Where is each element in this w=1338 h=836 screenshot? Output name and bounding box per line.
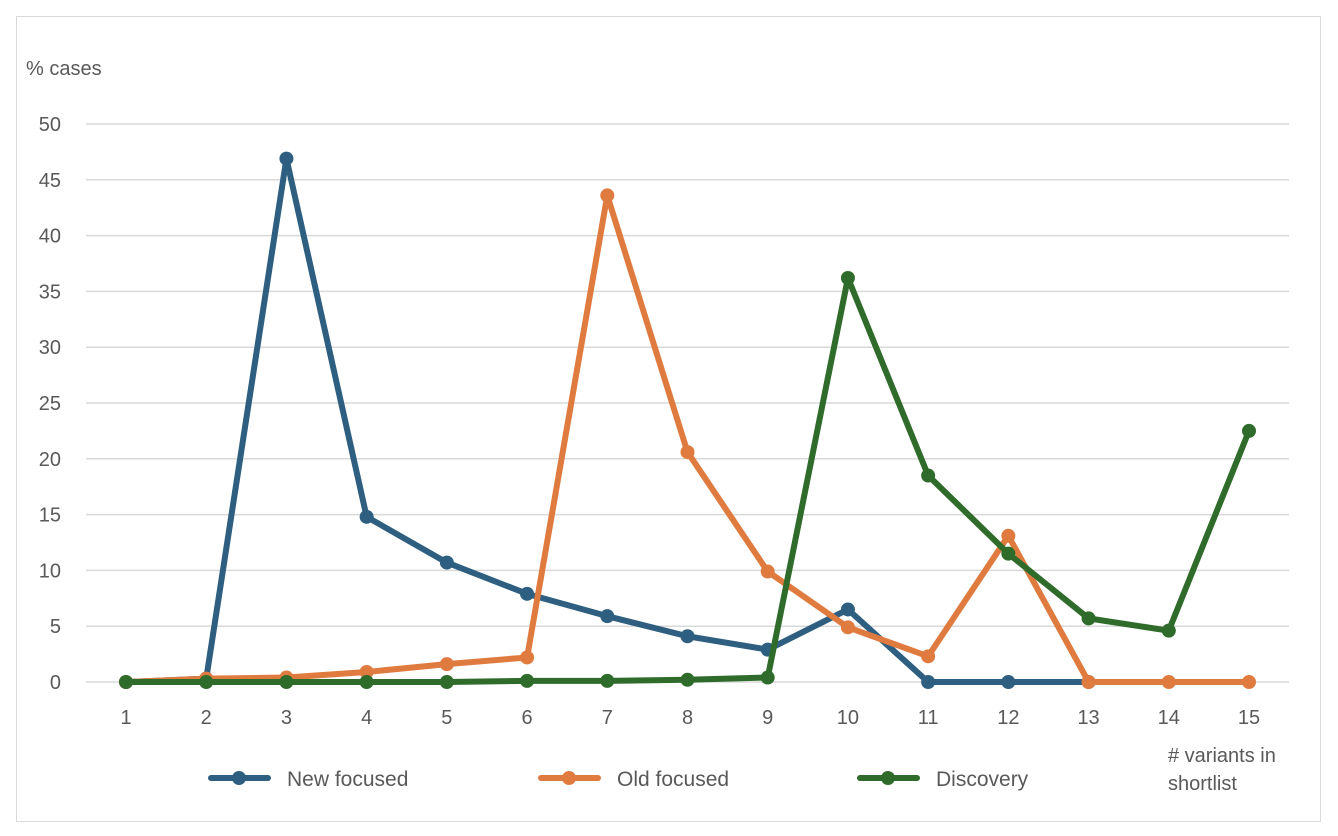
- data-point: [1161, 675, 1176, 689]
- x-tick-label: 12: [997, 707, 1019, 729]
- data-point: [1001, 528, 1016, 543]
- legend-item: Discovery: [857, 768, 1029, 791]
- x-tick-label: 7: [602, 707, 613, 729]
- x-tick-label: 8: [682, 707, 693, 729]
- legend-marker-icon: [562, 771, 576, 785]
- x-tick-label: 9: [762, 707, 773, 729]
- data-point: [921, 675, 936, 689]
- y-tick-label: 10: [39, 560, 61, 582]
- data-point: [119, 675, 133, 689]
- data-point: [520, 586, 535, 601]
- data-point: [921, 468, 936, 483]
- chart-frame: [16, 16, 1321, 822]
- legend-label: Old focused: [617, 768, 729, 791]
- x-tick-label: 11: [918, 707, 939, 729]
- x-axis-label-line2: shortlist: [1168, 773, 1237, 795]
- data-point: [840, 620, 855, 635]
- data-point: [439, 555, 454, 570]
- data-point: [1081, 675, 1096, 689]
- y-axis-label: % cases: [26, 58, 102, 80]
- legend-marker-icon: [232, 771, 246, 785]
- x-tick-label: 4: [361, 707, 372, 729]
- data-point: [439, 675, 454, 689]
- data-point: [680, 629, 695, 644]
- y-tick-label: 25: [39, 393, 61, 415]
- legend-item: New focused: [208, 768, 408, 791]
- y-tick-label: 50: [39, 114, 61, 136]
- x-tick-label: 2: [201, 707, 212, 729]
- x-tick-label: 14: [1158, 707, 1180, 729]
- y-tick-label: 20: [39, 449, 61, 471]
- data-point: [680, 672, 695, 687]
- data-point: [520, 650, 535, 665]
- series-line: [126, 275, 1252, 685]
- data-point: [359, 664, 374, 679]
- data-point: [840, 271, 855, 286]
- data-point: [1001, 546, 1016, 561]
- x-tick-label: 15: [1238, 707, 1260, 729]
- series-discovery: [119, 271, 1256, 689]
- series-new-focused: [119, 151, 1096, 689]
- data-point: [600, 609, 615, 624]
- x-tick-label: 1: [120, 707, 131, 729]
- y-tick-label: 5: [50, 616, 61, 638]
- x-tick-label: 5: [441, 707, 452, 729]
- data-point: [359, 509, 374, 524]
- legend-label: New focused: [287, 768, 408, 791]
- x-tick-label: 13: [1077, 707, 1099, 729]
- data-point: [1001, 675, 1016, 689]
- legend-marker-icon: [881, 771, 895, 785]
- data-point: [760, 670, 775, 685]
- data-point: [520, 673, 535, 688]
- x-tick-label: 10: [837, 707, 859, 729]
- series-line: [125, 155, 1089, 685]
- x-tick-label: 3: [281, 707, 292, 729]
- data-point: [600, 188, 615, 203]
- data-point: [1081, 611, 1096, 626]
- data-point: [279, 675, 294, 689]
- y-tick-label: 0: [50, 672, 61, 694]
- data-point: [279, 151, 294, 166]
- data-point: [1161, 623, 1176, 638]
- data-point: [921, 649, 936, 664]
- y-tick-label: 30: [39, 337, 61, 359]
- data-point: [1242, 675, 1256, 689]
- y-tick-label: 40: [39, 226, 61, 248]
- legend-item: Old focused: [538, 768, 729, 791]
- data-point: [600, 673, 615, 688]
- data-point: [1242, 423, 1256, 438]
- y-tick-label: 35: [39, 281, 61, 303]
- x-axis-label-line1: # variants in: [1168, 745, 1276, 767]
- legend-label: Discovery: [936, 768, 1029, 791]
- y-tick-label: 15: [39, 505, 61, 527]
- data-point: [359, 675, 374, 689]
- data-point: [840, 602, 855, 617]
- data-point: [760, 564, 775, 579]
- data-point: [680, 445, 695, 460]
- data-point: [439, 657, 454, 672]
- data-point: [199, 675, 214, 689]
- y-tick-label: 45: [39, 170, 61, 192]
- x-tick-label: 6: [522, 707, 533, 729]
